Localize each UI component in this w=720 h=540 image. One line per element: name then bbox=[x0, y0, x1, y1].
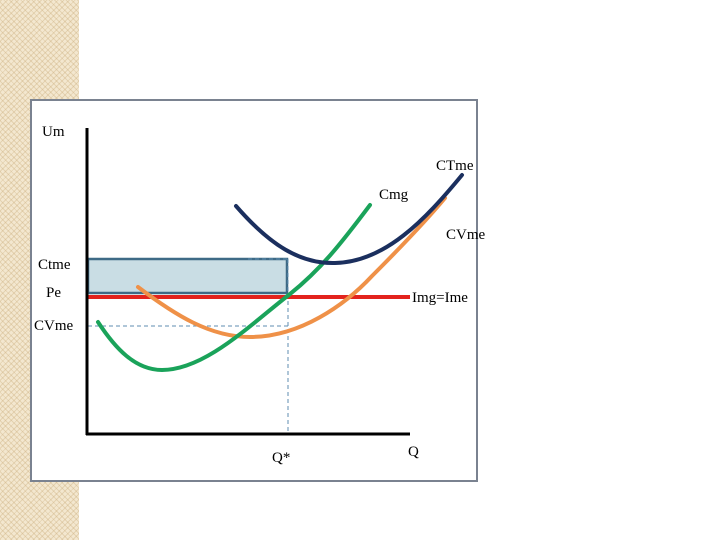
ctme-curve-label: CTme bbox=[436, 158, 474, 174]
cmg-curve-label: Cmg bbox=[379, 187, 409, 203]
img-ime-label: Img=Ime bbox=[412, 290, 468, 306]
profit-rectangle bbox=[86, 257, 289, 295]
x-axis-label: Q bbox=[408, 444, 419, 460]
cvme-curve bbox=[136, 196, 447, 340]
pe-level-label: Pe bbox=[46, 285, 61, 301]
cvme-level-label: CVme bbox=[34, 318, 74, 334]
cvme-curve-label: CVme bbox=[446, 227, 486, 243]
cmg-curve bbox=[96, 203, 372, 373]
q-star-label: Q* bbox=[272, 450, 290, 466]
ctme-curve bbox=[234, 173, 464, 266]
y-axis-label: Um bbox=[42, 124, 65, 140]
ctme-level-label: Ctme bbox=[38, 257, 71, 273]
